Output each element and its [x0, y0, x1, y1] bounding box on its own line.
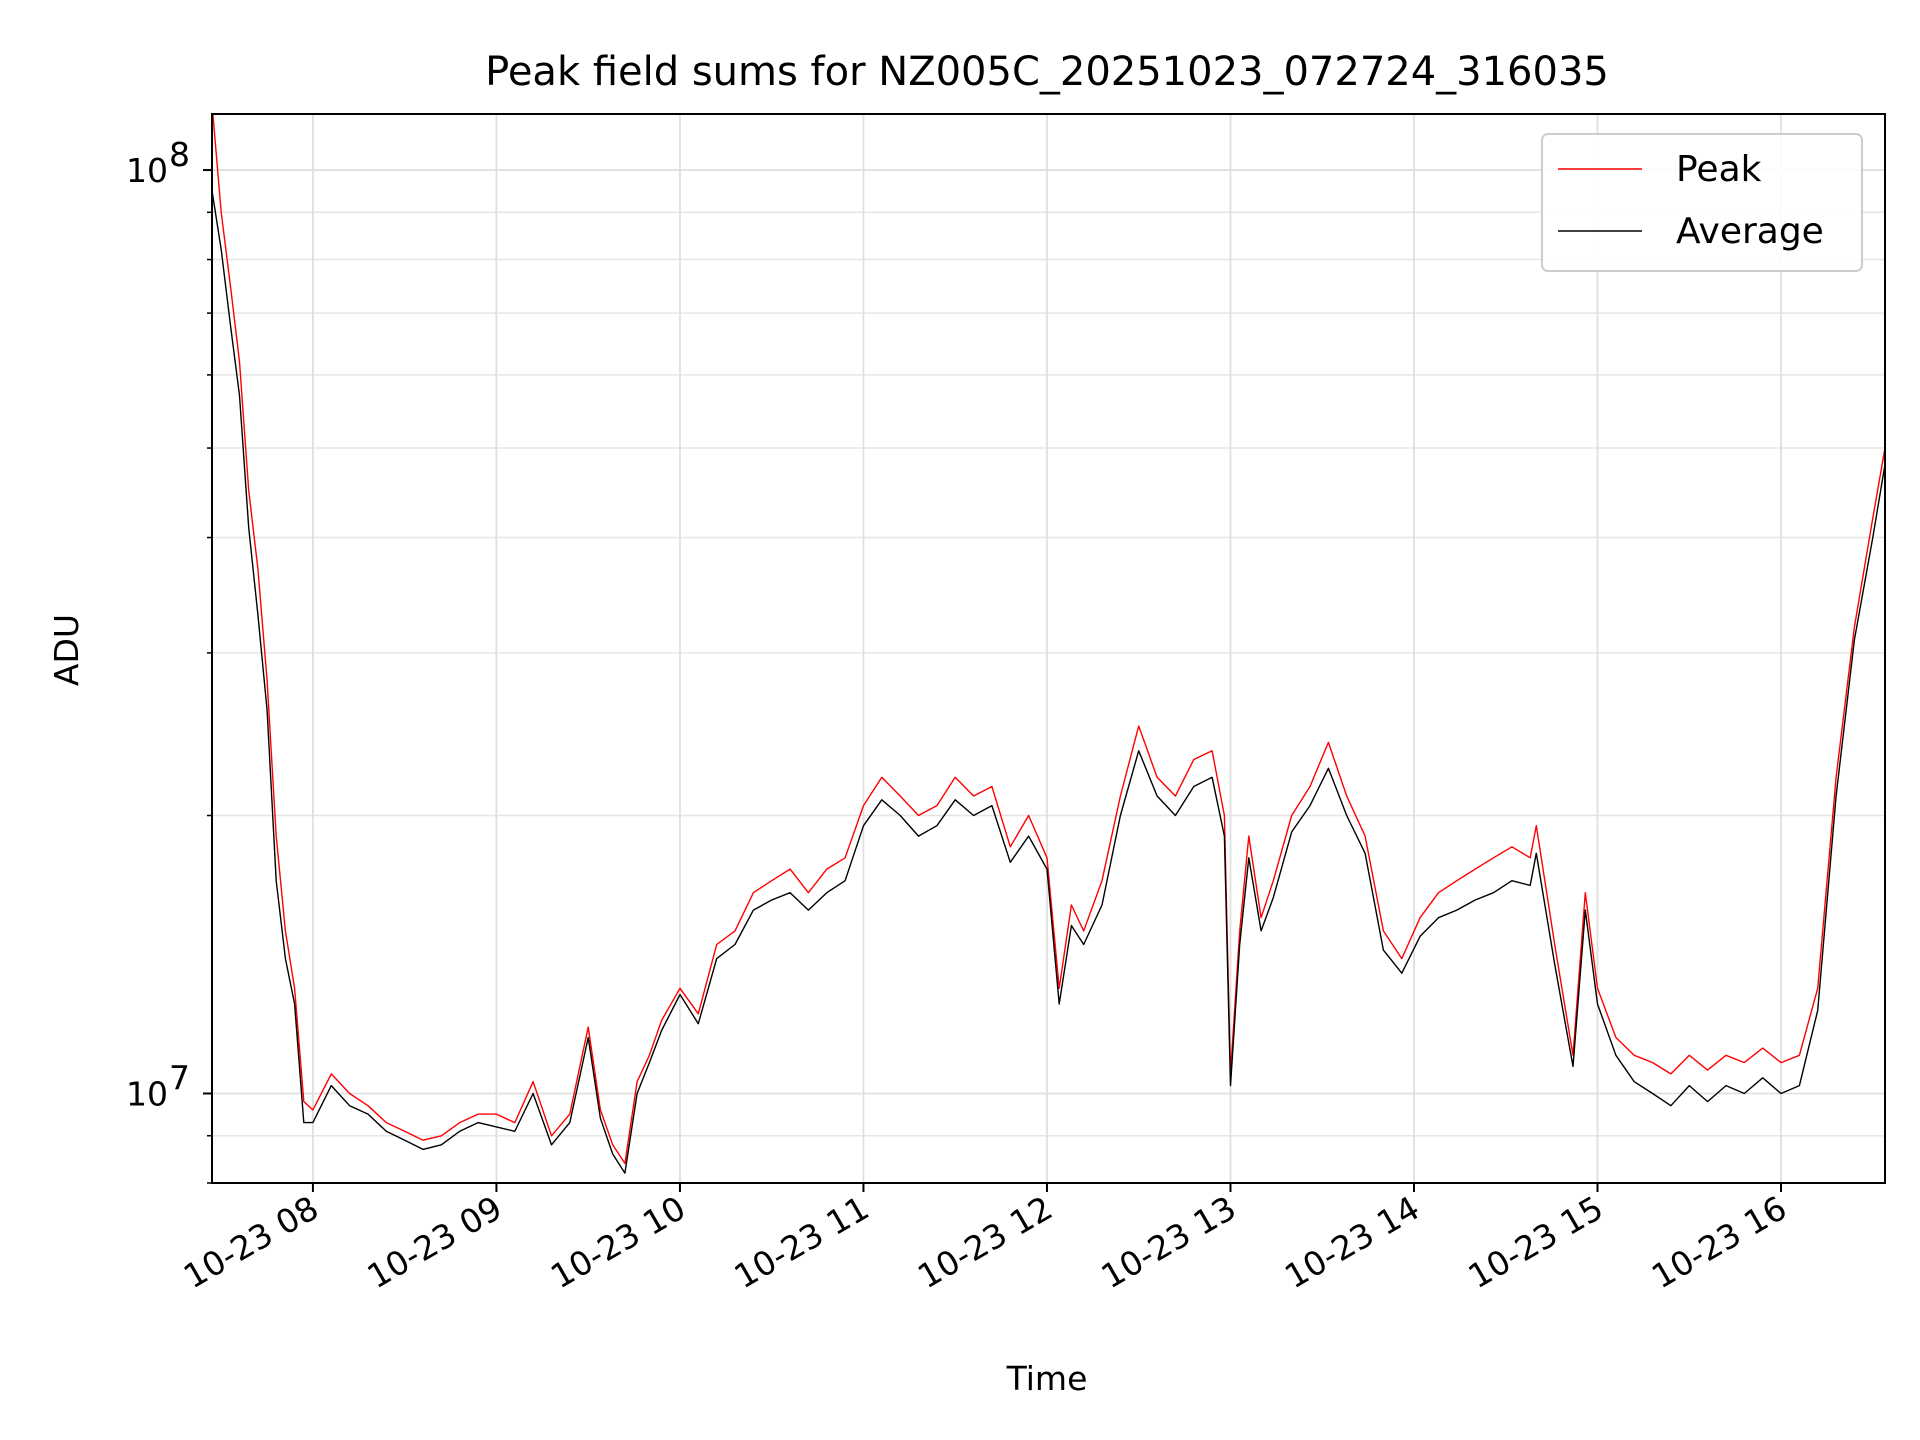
legend-label-average: Average [1676, 211, 1824, 252]
y-axis-label: ADU [47, 614, 86, 686]
y-tick-label-exponent: 8 [169, 135, 190, 174]
series-layer [212, 114, 1885, 1174]
y-tick-label: 10 [126, 151, 168, 190]
series-line-peak [212, 114, 1885, 1165]
plot-frame [211, 113, 1886, 1184]
series-line-average [212, 190, 1885, 1174]
y-tick-label: 10 [126, 1075, 168, 1114]
x-axis-label: Time [1006, 1359, 1088, 1398]
legend-label-peak: Peak [1676, 149, 1762, 190]
y-tick-label-exponent: 7 [169, 1059, 190, 1098]
chart-title: Peak field sums for NZ005C_20251023_0727… [485, 49, 1609, 95]
legend: Peak Average [1541, 133, 1863, 272]
